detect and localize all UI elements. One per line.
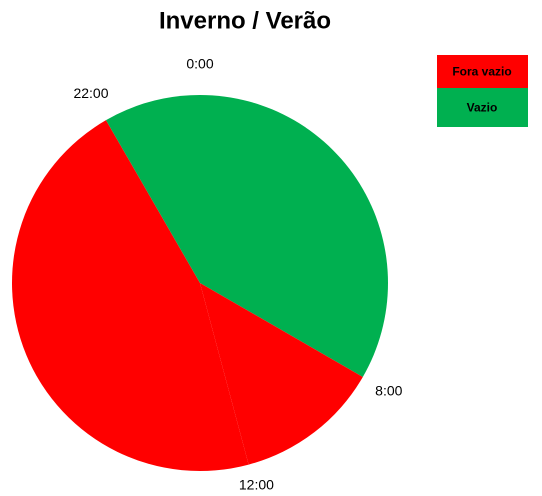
chart-title: Inverno / Verão	[159, 7, 331, 34]
slice-label: 8:00	[375, 383, 402, 399]
legend-label: Fora vazio	[452, 65, 511, 79]
pie-slice	[200, 283, 363, 465]
pie-slice	[12, 120, 249, 471]
legend-label: Vazio	[467, 101, 498, 115]
slice-label: 0:00	[186, 56, 213, 72]
slice-label: 22:00	[73, 85, 108, 101]
legend-swatch	[437, 55, 528, 88]
pie-slice	[106, 95, 200, 283]
pie-slice	[200, 95, 388, 377]
slice-label: 12:00	[239, 477, 274, 493]
legend-swatch	[437, 88, 528, 127]
